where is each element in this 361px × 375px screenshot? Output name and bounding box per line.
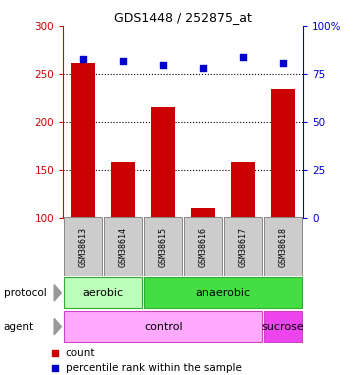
Bar (144, 217, 182, 276)
Text: agent: agent (4, 322, 34, 332)
Point (120, 58, 126, 64)
Point (280, 60, 286, 66)
Text: anaerobic: anaerobic (196, 288, 251, 298)
Text: GSM38615: GSM38615 (159, 226, 168, 267)
Point (200, 65, 206, 71)
Bar (71, 63, 95, 217)
Bar (64, 278, 142, 308)
Bar (224, 217, 262, 276)
Bar (64, 217, 103, 276)
Bar (271, 89, 295, 218)
Text: control: control (144, 322, 183, 332)
Text: GSM38613: GSM38613 (79, 226, 88, 267)
Text: sucrose: sucrose (262, 322, 305, 332)
Bar (111, 162, 135, 218)
Point (53, 365, 58, 371)
Bar (64, 311, 262, 342)
Bar (231, 162, 255, 218)
Title: GDS1448 / 252875_at: GDS1448 / 252875_at (114, 11, 252, 24)
Text: GSM38614: GSM38614 (119, 226, 128, 267)
Bar (144, 278, 303, 308)
Point (240, 54, 246, 60)
Text: GSM38616: GSM38616 (199, 226, 208, 267)
Text: percentile rank within the sample: percentile rank within the sample (66, 363, 242, 373)
Text: count: count (66, 348, 95, 358)
Polygon shape (54, 285, 61, 301)
Bar (264, 311, 303, 342)
Bar (104, 217, 142, 276)
Bar (191, 208, 215, 218)
Polygon shape (54, 318, 61, 335)
Point (160, 62, 166, 68)
Text: protocol: protocol (4, 288, 46, 298)
Bar (264, 217, 303, 276)
Text: GSM38617: GSM38617 (239, 226, 248, 267)
Text: aerobic: aerobic (83, 288, 124, 298)
Text: GSM38618: GSM38618 (279, 226, 288, 267)
Bar (184, 217, 222, 276)
Bar (151, 106, 175, 218)
Point (80, 56, 86, 62)
Point (53, 350, 58, 356)
